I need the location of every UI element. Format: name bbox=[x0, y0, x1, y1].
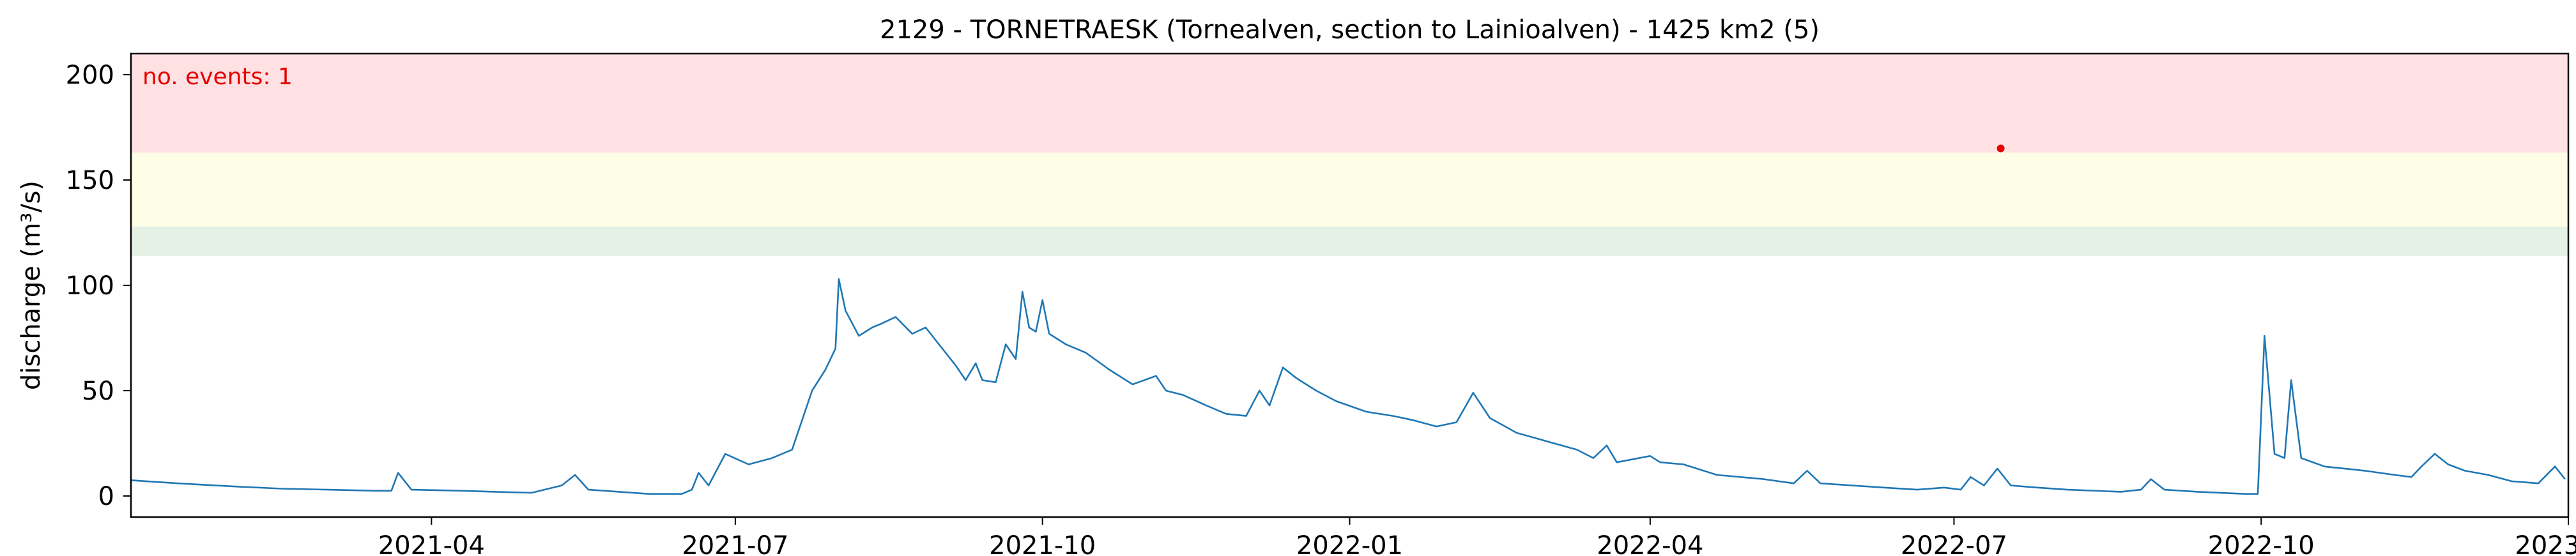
y-axis-label: discharge (m³/s) bbox=[17, 181, 46, 390]
discharge-series-line bbox=[130, 278, 2566, 495]
y-tick-label: 100 bbox=[66, 271, 114, 301]
chart-title: 2129 - TORNETRAESK (Tornealven, section … bbox=[880, 15, 1820, 45]
x-tick-label: 2022-10 bbox=[2208, 531, 2315, 556]
x-tick-label: 2023-01 bbox=[2515, 531, 2576, 556]
series-layer bbox=[130, 278, 2566, 495]
y-tick-label: 200 bbox=[66, 61, 114, 90]
event-count-annotation: no. events: 1 bbox=[142, 64, 293, 90]
threshold-band-2 bbox=[131, 153, 2568, 227]
threshold-band-1 bbox=[131, 54, 2568, 153]
x-tick-label: 2022-07 bbox=[1901, 531, 2007, 556]
y-tick-label: 150 bbox=[66, 166, 114, 195]
y-axis: 0 50 100 150 200 bbox=[66, 61, 131, 511]
threshold-bands bbox=[131, 54, 2568, 256]
y-tick-label: 50 bbox=[82, 377, 114, 406]
x-tick-label: 2022-04 bbox=[1597, 531, 1703, 556]
x-tick-label: 2021-04 bbox=[378, 531, 485, 556]
x-tick-label: 2021-10 bbox=[989, 531, 1096, 556]
x-tick-label: 2022-01 bbox=[1296, 531, 1403, 556]
event-marker bbox=[1997, 144, 2005, 153]
events-layer bbox=[1997, 144, 2005, 153]
threshold-band-3 bbox=[131, 226, 2568, 256]
x-axis: 2021-04 2021-07 2021-10 2022-01 2022-04 2022-… bbox=[378, 517, 2576, 556]
x-tick-label: 2021-07 bbox=[682, 531, 788, 556]
y-tick-label: 0 bbox=[98, 482, 114, 511]
